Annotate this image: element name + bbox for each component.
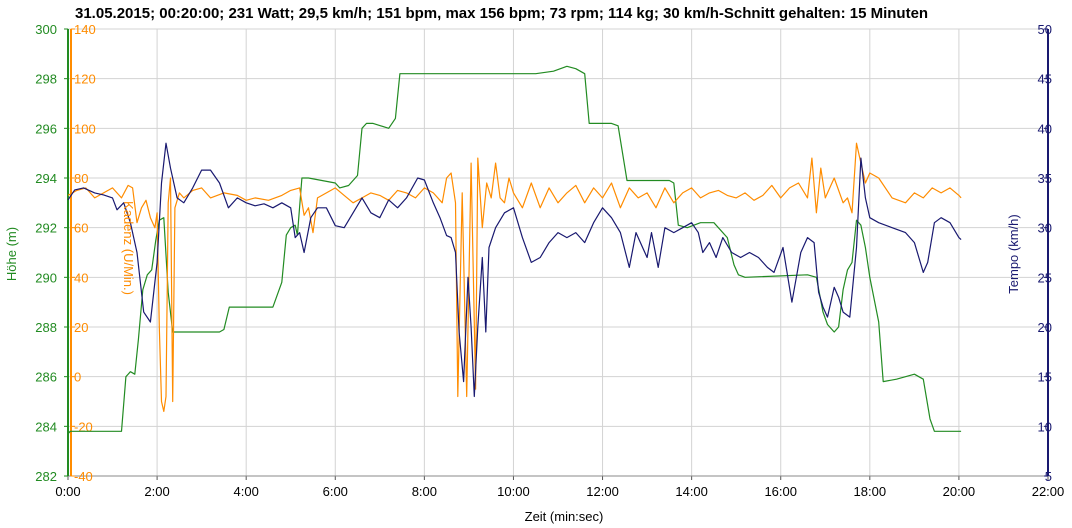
right-axis-tick-label: 45 [1038,72,1052,87]
left-axis-tick-label: 294 [35,171,57,186]
left-axis-tick-label: 288 [35,320,57,335]
left-axis-tick-label: 284 [35,419,57,434]
left-axis-tick-label: 300 [35,22,57,37]
grid-lines [67,28,1049,477]
cadence-axis-tick-label: 40 [74,270,88,285]
cadence-axis-tick-label: 80 [74,171,88,186]
right-axis-label: Tempo (km/h) [1006,214,1021,293]
right-axis-tick-label: 10 [1038,419,1052,434]
cadence-axis-tick-label: 140 [74,22,96,37]
cadence-axis-tick-label: 120 [74,72,96,87]
right-axis-tick-label: 30 [1038,221,1052,236]
right-axis-tick-label: 5 [1045,469,1052,484]
x-tick-label: 0:00 [55,484,80,499]
x-axis-label: Zeit (min:sec) [525,509,604,524]
right-axis-tick-label: 25 [1038,270,1052,285]
x-tick-label: 22:00 [1032,484,1065,499]
right-axis-tick-label: 35 [1038,171,1052,186]
x-tick-label: 2:00 [144,484,169,499]
cadence-axis-tick-label: 0 [74,370,81,385]
x-tick-label: 8:00 [412,484,437,499]
left-axis-tick-label: 282 [35,469,57,484]
cadence-axis-label: Kadenz (U/Min.) [121,201,136,295]
elevation-series-line [67,65,962,435]
left-axis-tick-label: 296 [35,121,57,136]
cadence-series-line [67,142,962,412]
cadence-axis-tick-label: 100 [74,121,96,136]
x-tick-label: 14:00 [675,484,708,499]
left-axis-tick-label: 286 [35,370,57,385]
cadence-axis-tick-label: -20 [74,419,93,434]
right-axis-tick-label: 20 [1038,320,1052,335]
speed-series-line [67,142,962,398]
right-axis-tick-label: 15 [1038,370,1052,385]
x-tick-label: 20:00 [943,484,976,499]
right-axis-tick-label: 40 [1038,121,1052,136]
x-tick-label: 18:00 [854,484,887,499]
chart-title: 31.05.2015; 00:20:00; 231 Watt; 29,5 km/… [75,5,928,22]
cadence-axis-tick-label: -40 [74,469,93,484]
left-axis-tick-label: 292 [35,221,57,236]
x-tick-label: 4:00 [234,484,259,499]
axes: 0:00 2:00 4:00 6:00 8:00 10:00 12:00 14:00 16:00… [35,22,1064,499]
left-axis-tick-label: 290 [35,270,57,285]
x-tick-label: 16:00 [764,484,797,499]
x-tick-label: 6:00 [323,484,348,499]
right-axis-tick-label: 50 [1038,22,1052,37]
cadence-axis-tick-label: 20 [74,320,88,335]
left-axis-label: Höhe (m) [4,227,19,281]
series-lines [67,65,962,435]
x-tick-label: 10:00 [497,484,530,499]
cadence-axis-tick-label: 60 [74,221,88,236]
left-axis-tick-label: 298 [35,72,57,87]
x-tick-label: 12:00 [586,484,619,499]
